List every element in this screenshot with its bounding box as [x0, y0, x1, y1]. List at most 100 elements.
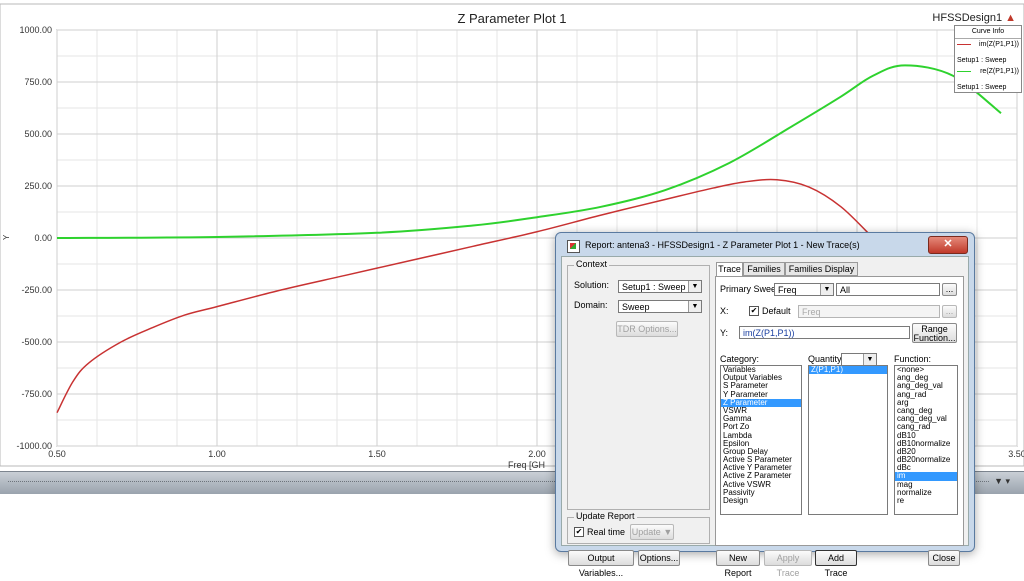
- options-button[interactable]: Options...: [638, 550, 680, 566]
- chevron-down-icon[interactable]: ▼: [863, 354, 876, 365]
- tdr-options-button[interactable]: TDR Options...: [616, 321, 678, 337]
- curve-info-header: Curve Info: [955, 26, 1021, 39]
- y-label: Y:: [720, 328, 729, 338]
- function-item[interactable]: cang_deg_val: [897, 414, 947, 424]
- chevron-down-icon: ▼: [663, 527, 673, 537]
- default-checkbox[interactable]: ✔: [749, 306, 759, 316]
- chevron-down-icon[interactable]: ▼: [688, 301, 701, 312]
- category-item[interactable]: Active Y Parameter: [723, 463, 792, 473]
- function-item[interactable]: cang_deg: [897, 405, 933, 415]
- range-function-button[interactable]: Range Function...: [912, 323, 957, 343]
- function-item[interactable]: <none>: [897, 365, 925, 374]
- function-item[interactable]: mag: [897, 479, 913, 489]
- y-tick-label: 0.00: [34, 233, 52, 243]
- category-item[interactable]: Active S Parameter: [723, 455, 792, 465]
- function-item[interactable]: normalize: [897, 487, 932, 497]
- x-tick-label: 0.50: [48, 449, 66, 459]
- splitter-grip[interactable]: [8, 481, 989, 485]
- x-tick-label: 1.00: [208, 449, 226, 459]
- close-button[interactable]: Close: [928, 550, 960, 566]
- function-item[interactable]: arg: [897, 397, 909, 407]
- category-item[interactable]: Active Z Parameter: [723, 471, 792, 481]
- category-label: Category:: [720, 354, 760, 364]
- x-tick-label: 3.50: [1008, 449, 1024, 459]
- realtime-checkbox[interactable]: ✔: [574, 527, 584, 537]
- apply-trace-button[interactable]: Apply Trace: [764, 550, 812, 578]
- function-item[interactable]: ang_deg_val: [897, 381, 943, 391]
- context-group: Context Solution: Setup1 : Sweep ▼ Domai…: [567, 259, 710, 510]
- category-item[interactable]: Group Delay: [723, 446, 768, 456]
- update-report-legend: Update Report: [574, 511, 637, 521]
- dialog-body: Context Solution: Setup1 : Sweep ▼ Domai…: [561, 256, 969, 578]
- category-item[interactable]: Output Variables: [723, 373, 782, 383]
- context-legend: Context: [574, 259, 610, 269]
- category-item[interactable]: S Parameter: [723, 381, 768, 391]
- category-list[interactable]: Variables Output Variables S Parameter Y Pa…: [720, 365, 802, 515]
- legend-name: im(Z(P1,P1)): [978, 41, 1019, 48]
- browse-sweep-button[interactable]: ...: [942, 283, 957, 296]
- function-item[interactable]: dB10: [897, 430, 916, 440]
- function-item[interactable]: dB20normalize: [897, 455, 951, 465]
- browse-x-button[interactable]: ...: [942, 305, 957, 318]
- function-item[interactable]: re: [897, 496, 905, 505]
- legend-entry[interactable]: re(Z(P1,P1)) Setup1 : Sweep: [955, 66, 1021, 93]
- legend-setup: Setup1 : Sweep: [957, 84, 1007, 91]
- new-report-button[interactable]: New Report: [716, 550, 760, 578]
- update-button[interactable]: Update ▼: [630, 524, 674, 540]
- domain-select[interactable]: Sweep ▼: [618, 300, 702, 313]
- tab-families[interactable]: Families: [743, 262, 785, 276]
- quantity-list[interactable]: Z(P1,P1): [808, 365, 888, 515]
- close-window-icon[interactable]: ✕: [928, 236, 968, 254]
- x-expression-field[interactable]: Freq: [798, 305, 940, 318]
- sweep-values-field[interactable]: All: [836, 283, 940, 296]
- function-item[interactable]: cang_rad: [897, 422, 931, 432]
- category-item[interactable]: Gamma: [723, 414, 752, 424]
- domain-value: Sweep: [622, 302, 650, 312]
- output-variables-button[interactable]: Output Variables...: [568, 550, 634, 578]
- dialog-title: Report: antena3 - HFSSDesign1 - Z Parame…: [585, 240, 860, 250]
- legend-entry[interactable]: im(Z(P1,P1)) Setup1 : Sweep: [955, 39, 1021, 66]
- category-item[interactable]: Port Zo: [723, 422, 750, 432]
- category-item[interactable]: Y Parameter: [723, 389, 768, 399]
- category-item[interactable]: Z Parameter: [721, 398, 801, 407]
- function-list[interactable]: <none> ang_deg ang_deg_val ang_rad arg cang_d…: [894, 365, 958, 515]
- chevron-down-icon[interactable]: ▼: [688, 281, 701, 292]
- y-tick-label: 750.00: [24, 77, 52, 87]
- solution-select[interactable]: Setup1 : Sweep ▼: [618, 280, 702, 293]
- function-item[interactable]: dB10normalize: [897, 438, 951, 448]
- x-axis-label: Freq [GH: [508, 460, 545, 470]
- series-line: [56, 178, 874, 414]
- dialog-titlebar[interactable]: Report: antena3 - HFSSDesign1 - Z Parame…: [556, 233, 974, 255]
- category-item[interactable]: Design: [723, 496, 748, 505]
- quantity-item[interactable]: Z(P1,P1): [809, 366, 887, 375]
- curve-info-legend[interactable]: Curve Info im(Z(P1,P1)) Setup1 : Sweep r…: [954, 25, 1022, 93]
- y-tick-label: -500.00: [21, 337, 52, 347]
- function-item[interactable]: ang_deg: [897, 373, 929, 383]
- category-item[interactable]: Passivity: [723, 487, 755, 497]
- category-item[interactable]: VSWR: [723, 405, 747, 415]
- legend-setup: Setup1 : Sweep: [957, 57, 1007, 64]
- category-item[interactable]: Epsilon: [723, 438, 750, 448]
- category-item[interactable]: Lambda: [723, 430, 752, 440]
- legend-line-im: [957, 43, 971, 45]
- function-item[interactable]: dB20: [897, 446, 916, 456]
- quantity-filter-select[interactable]: ▼: [841, 353, 877, 366]
- function-item[interactable]: ang_rad: [897, 389, 927, 399]
- function-item[interactable]: dBc: [897, 463, 911, 473]
- y-axis-label: Y: [2, 234, 11, 240]
- solution-label: Solution:: [574, 280, 610, 290]
- primary-sweep-select[interactable]: Freq ▼: [774, 283, 834, 296]
- tab-trace[interactable]: Trace: [716, 262, 743, 277]
- dropdown-arrow-icon[interactable]: ▼ ▾: [994, 476, 1010, 486]
- y-tick-label: 500.00: [24, 129, 52, 139]
- y-expression-field[interactable]: im(Z(P1,P1)): [739, 326, 910, 339]
- function-item[interactable]: im: [895, 472, 957, 481]
- category-item[interactable]: Active VSWR: [723, 479, 772, 489]
- domain-label: Domain:: [574, 300, 608, 310]
- add-trace-button[interactable]: Add Trace: [815, 550, 857, 578]
- tab-families-display[interactable]: Families Display: [785, 262, 858, 276]
- category-item[interactable]: Variables: [723, 365, 756, 374]
- chevron-down-icon[interactable]: ▼: [820, 284, 833, 295]
- default-label: Default: [762, 306, 791, 316]
- report-dialog[interactable]: Report: antena3 - HFSSDesign1 - Z Parame…: [555, 232, 975, 578]
